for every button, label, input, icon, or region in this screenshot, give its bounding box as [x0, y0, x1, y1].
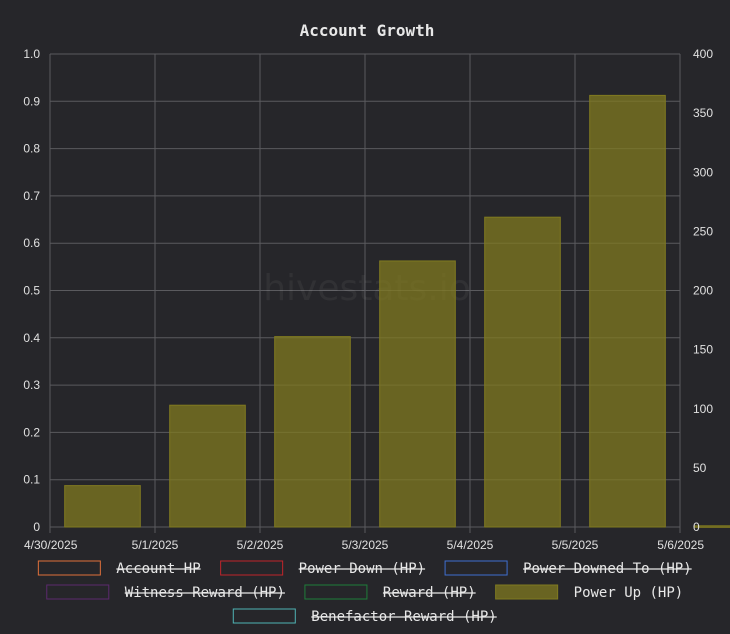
right-axis-tick-label: 100 — [693, 402, 713, 416]
bar-power-up[interactable] — [589, 94, 666, 528]
left-axis-tick-label: 0.1 — [23, 473, 40, 487]
x-axis-ticks: 4/30/2025 5/1/2025 5/2/2025 5/3/2025 5/4/202… — [24, 538, 704, 552]
left-axis-tick-label: 0.7 — [23, 189, 40, 203]
bar-power-up[interactable] — [379, 260, 456, 528]
left-axis-tick-label: 0.4 — [23, 331, 40, 345]
legend-item[interactable]: Benefactor Reward (HP) — [232, 608, 497, 625]
bar-power-up[interactable] — [169, 404, 246, 528]
right-axis-tick-label: 250 — [693, 224, 713, 238]
legend-swatch — [232, 608, 296, 624]
right-axis-ticks: 0 50 100 150 200 250 300 350 400 — [693, 47, 713, 534]
right-axis-tick-label: 0 — [693, 520, 700, 534]
x-axis-tick-label: 4/30/2025 — [24, 538, 78, 552]
legend-swatch — [304, 584, 368, 600]
legend-label: Power Up (HP) — [574, 585, 684, 601]
left-axis-tick-label: 0.3 — [23, 378, 40, 392]
legend-swatch — [495, 584, 559, 600]
right-axis-tick-label: 400 — [693, 47, 713, 61]
left-axis-tick-label: 0.9 — [23, 94, 40, 108]
legend-item[interactable]: Account HP — [37, 560, 201, 577]
bar-power-up[interactable] — [274, 336, 351, 528]
x-axis-tick-label: 5/5/2025 — [552, 538, 599, 552]
x-axis-tick-label: 5/6/2025 — [657, 538, 704, 552]
grid-lines — [49, 53, 681, 533]
left-axis-ticks: 0 0.1 0.2 0.3 0.4 0.5 0.6 0.7 0.8 0.9 1.0 — [23, 47, 40, 534]
left-axis-tick-label: 0.6 — [23, 236, 40, 250]
bars — [64, 94, 730, 528]
left-axis-tick-label: 0.2 — [23, 425, 40, 439]
right-axis-tick-label: 50 — [693, 461, 707, 475]
legend-swatch — [37, 560, 101, 576]
bar-power-up[interactable] — [694, 525, 730, 528]
right-axis-tick-label: 200 — [693, 284, 713, 298]
legend-item[interactable]: Power Up (HP) — [495, 584, 684, 601]
bar-power-up[interactable] — [64, 485, 141, 528]
x-axis-tick-label: 5/2/2025 — [237, 538, 284, 552]
legend-item[interactable]: Power Downed To (HP) — [444, 560, 692, 577]
x-axis-tick-label: 5/4/2025 — [447, 538, 494, 552]
legend-swatch — [220, 560, 284, 576]
chart-title: Account Growth — [300, 21, 435, 40]
legend-swatch — [46, 584, 110, 600]
legend: Account HP Power Down (HP) Power Downed To… — [37, 560, 692, 625]
left-axis-tick-label: 0.8 — [23, 142, 40, 156]
bar-power-up[interactable] — [484, 216, 561, 528]
legend-item[interactable]: Power Down (HP) — [220, 560, 426, 577]
left-axis-tick-label: 1.0 — [23, 47, 40, 61]
legend-item[interactable]: Witness Reward (HP) — [46, 584, 285, 601]
left-axis-tick-label: 0 — [33, 520, 40, 534]
left-axis-tick-label: 0.5 — [23, 284, 40, 298]
legend-item[interactable]: Reward (HP) — [304, 584, 476, 601]
right-axis-tick-label: 150 — [693, 343, 713, 357]
right-axis-tick-label: 300 — [693, 165, 713, 179]
x-axis-tick-label: 5/1/2025 — [132, 538, 179, 552]
right-axis-tick-label: 350 — [693, 106, 713, 120]
legend-swatch — [444, 560, 508, 576]
x-axis-tick-label: 5/3/2025 — [342, 538, 389, 552]
